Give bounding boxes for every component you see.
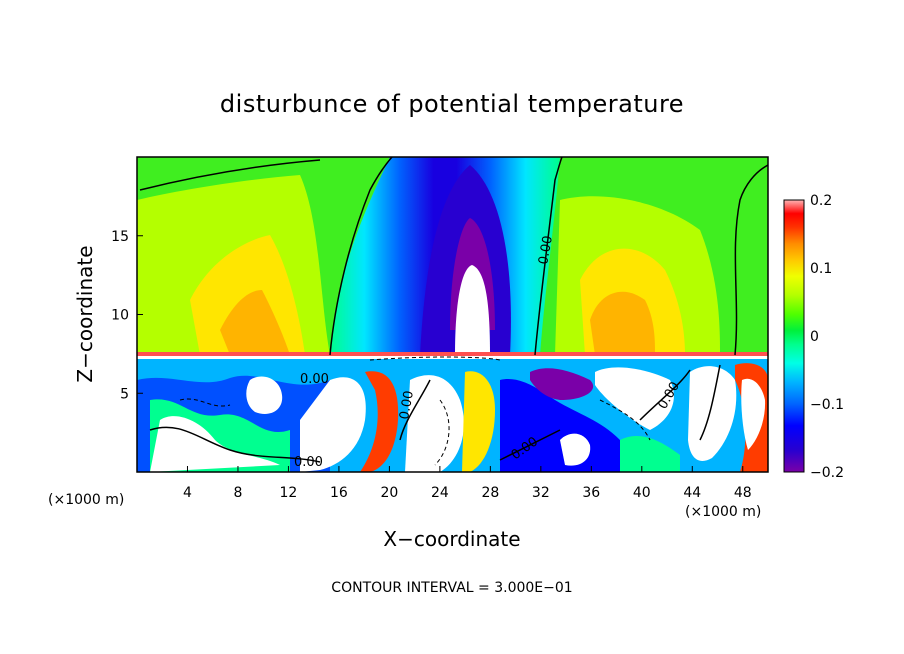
contour-line-lower-1 (149, 426, 321, 463)
lower-green-6 (620, 435, 680, 472)
lower-white-5 (595, 367, 674, 430)
inversion-band-white (137, 356, 768, 359)
y-tick-label: 10 (111, 308, 129, 324)
contour-dashed-2 (434, 399, 450, 466)
x-tick-label: 36 (582, 485, 600, 501)
x-unit-right: (×1000 m) (685, 504, 761, 520)
contour-dashed-3 (599, 399, 651, 441)
lower-white-8 (741, 378, 766, 450)
contour-line-lower-4 (639, 369, 691, 421)
colorbar-tick-label: 0.2 (810, 193, 832, 209)
x-unit-left: (×1000 m) (48, 492, 124, 508)
x-tick-label: 44 (683, 485, 701, 501)
contour-interval-note: CONTOUR INTERVAL = 3.000E−01 (331, 580, 572, 596)
x-tick-label: 28 (481, 485, 499, 501)
x-tick-label: 20 (380, 485, 398, 501)
contour-dashed-4 (369, 356, 501, 361)
contour-line-upper-left (139, 159, 321, 191)
lower-yellow-3 (462, 371, 495, 472)
y-axis-label: Z−coordinate (73, 245, 97, 382)
colorbar-tick-label: 0 (810, 329, 819, 345)
x-tick-label: 32 (532, 485, 550, 501)
contour-label: 0.00 (300, 372, 329, 387)
contour-line-lower-5 (699, 364, 721, 441)
chart-title: disturbunce of potential temperature (220, 90, 684, 118)
contour-line-right-edge (734, 164, 768, 356)
colorbar-ticks: 0.2 0.1 0 −0.1 −0.2 (810, 193, 844, 481)
contour-line-lower-2 (399, 379, 431, 441)
hot-core-right (590, 291, 655, 355)
x-tick-label: 4 (183, 485, 192, 501)
x-tick-label: 24 (431, 485, 449, 501)
lower-white-10 (560, 433, 591, 466)
colorbar-tick-label: −0.2 (810, 465, 844, 481)
x-tick-label: 8 (233, 485, 242, 501)
lower-white-7 (688, 366, 737, 461)
lower-white-2 (300, 377, 366, 472)
x-axis-label: X−coordinate (383, 527, 520, 551)
lower-red-rim-2 (360, 371, 399, 472)
contour-label: 0.00 (294, 455, 323, 470)
contour-line-plume-right (534, 157, 563, 356)
x-tick-label: 12 (280, 485, 298, 501)
y-axis-ticks: 5 10 15 (111, 229, 143, 402)
plume-white-tip (455, 265, 490, 355)
contour-line-plume-left (329, 157, 393, 356)
hot-core-left (220, 290, 290, 355)
contour-label: 0.00 (536, 235, 556, 266)
y-tick-label: 15 (111, 229, 129, 245)
x-tick-label: 48 (734, 485, 752, 501)
lower-white-9 (246, 376, 283, 415)
colorbar (783, 199, 805, 473)
contour-label: 0.00 (397, 390, 417, 421)
x-axis-ticks: 4 8 12 16 20 24 28 32 36 40 44 48 (183, 466, 752, 501)
y-tick-label: 5 (120, 386, 129, 402)
colorbar-tick-label: 0.1 (810, 261, 832, 277)
lower-purple-4 (530, 368, 594, 400)
colorbar-tick-label: −0.1 (810, 397, 844, 413)
heatmap-field: 0.00 0.00 0.00 0.00 0.00 0.00 (137, 157, 768, 472)
inversion-band (137, 352, 768, 358)
x-tick-label: 16 (330, 485, 348, 501)
contour-line-lower-3 (499, 429, 561, 461)
x-tick-label: 40 (633, 485, 651, 501)
